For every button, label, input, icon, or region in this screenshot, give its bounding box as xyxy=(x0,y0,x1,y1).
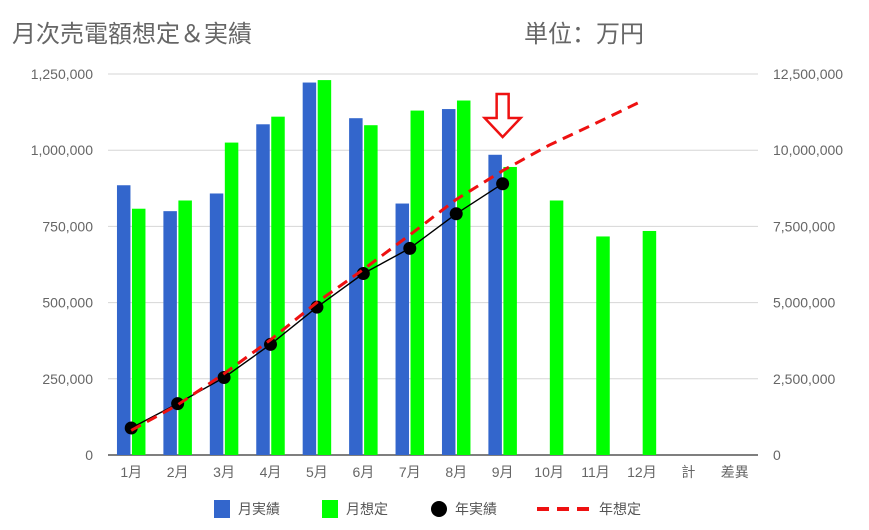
axes: 0 0 250,000 2,500,000 500,000 5,000,000 750,00… xyxy=(31,66,844,480)
down-arrow-annotation xyxy=(481,92,524,139)
y-left-tick-label: 250,000 xyxy=(42,371,93,387)
x-tick-label: 11月 xyxy=(581,464,610,480)
x-tick-label: 6月 xyxy=(352,464,374,480)
x-tick-label: 7月 xyxy=(399,464,421,480)
bar xyxy=(364,125,378,456)
y-left-tick-label: 1,000,000 xyxy=(31,142,93,158)
y-right-tick-label: 5,000,000 xyxy=(773,295,835,311)
bars xyxy=(116,80,657,456)
y-left-tick-label: 1,250,000 xyxy=(31,66,93,82)
data-point xyxy=(124,421,138,435)
chart-title: 月次売電額想定＆実績 xyxy=(12,20,252,48)
bar xyxy=(395,203,410,455)
legend-label: 年想定 xyxy=(599,501,641,517)
bar xyxy=(642,230,657,455)
bar xyxy=(178,200,192,455)
bar xyxy=(131,208,146,455)
bar xyxy=(349,118,363,456)
y-right-tick-label: 10,000,000 xyxy=(773,142,843,158)
bar xyxy=(488,154,502,455)
bar xyxy=(271,116,285,455)
x-tick-label: 9月 xyxy=(492,464,514,480)
x-tick-label: 2月 xyxy=(167,464,189,480)
bar xyxy=(317,80,332,455)
annotations xyxy=(481,92,524,139)
data-point xyxy=(171,397,185,411)
x-tick-label: 8月 xyxy=(445,464,467,480)
x-tick-label: 計 xyxy=(681,464,695,480)
data-point xyxy=(496,177,510,191)
x-tick-label: 5月 xyxy=(306,464,328,480)
y-right-tick-label: 12,500,000 xyxy=(773,66,843,82)
bar xyxy=(256,124,270,456)
unit-label: 単位：万円 xyxy=(524,20,644,48)
x-tick-label: 3月 xyxy=(213,464,235,480)
bar xyxy=(441,109,456,455)
x-tick-label: 10月 xyxy=(534,464,564,480)
x-tick-label: 4月 xyxy=(260,464,282,480)
legend-label: 月実績 xyxy=(238,501,280,517)
bar xyxy=(224,142,239,455)
y-right-tick-label: 0 xyxy=(773,447,781,463)
y-left-tick-label: 500,000 xyxy=(42,295,93,311)
legend-swatch xyxy=(431,501,447,517)
bar xyxy=(549,200,564,455)
bar xyxy=(596,236,610,455)
legend-label: 月想定 xyxy=(346,501,388,517)
bar xyxy=(503,166,517,456)
gridlines xyxy=(108,73,758,456)
bar xyxy=(163,211,177,455)
x-tick-label: 差異 xyxy=(721,464,749,480)
bar xyxy=(209,193,224,455)
legend-swatch xyxy=(322,500,338,518)
series-line xyxy=(130,99,643,432)
y-right-tick-label: 7,500,000 xyxy=(773,218,835,234)
legend-swatch xyxy=(214,500,230,518)
data-point xyxy=(403,241,417,255)
bar xyxy=(410,110,425,456)
y-right-tick-label: 2,500,000 xyxy=(773,371,835,387)
x-tick-label: 1月 xyxy=(120,464,142,480)
bar xyxy=(302,82,317,456)
x-tick-label: 12月 xyxy=(627,464,657,480)
legend-label: 年実績 xyxy=(455,501,497,517)
series-lines xyxy=(124,99,643,435)
bar xyxy=(456,100,471,455)
y-left-tick-label: 0 xyxy=(85,447,93,463)
y-left-tick-label: 750,000 xyxy=(42,218,93,234)
bar xyxy=(116,185,131,455)
data-point xyxy=(449,207,463,221)
legend: 月実績 月想定 年実績 年想定 xyxy=(214,500,641,518)
data-point xyxy=(217,370,231,384)
